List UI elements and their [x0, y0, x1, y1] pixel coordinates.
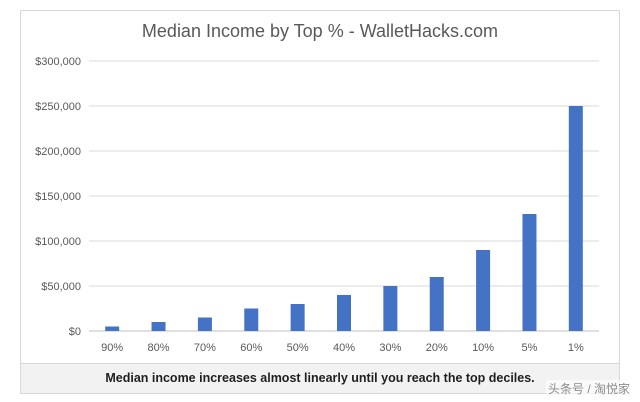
x-tick-label: 40% — [333, 342, 355, 354]
x-tick-label: 20% — [426, 342, 448, 354]
y-tick-label: $300,000 — [35, 56, 81, 68]
x-tick-label: 5% — [522, 342, 538, 354]
y-tick-label: $250,000 — [35, 101, 81, 113]
x-tick-label: 1% — [568, 342, 584, 354]
x-tick-label: 60% — [240, 342, 262, 354]
bar — [383, 286, 398, 331]
bar — [337, 295, 351, 331]
bar — [197, 317, 212, 331]
bar — [476, 250, 491, 331]
chart-title: Median Income by Top % - WalletHacks.com — [141, 21, 499, 41]
bar — [244, 308, 259, 331]
x-tick-label: 10% — [472, 342, 494, 354]
x-tick-label: 70% — [194, 342, 216, 354]
bar-chart: $0 $50,000 $100,000 $150,000 $200,000 $250,00… — [35, 56, 599, 354]
bar — [429, 277, 444, 331]
x-tick-label: 80% — [148, 342, 170, 354]
x-tick-label: 90% — [101, 342, 123, 354]
chart-caption: Median income increases almost linearly … — [105, 371, 535, 385]
y-tick-label: $0 — [69, 326, 81, 338]
bar — [568, 106, 583, 331]
x-tick-label: 50% — [287, 342, 309, 354]
y-tick-label: $150,000 — [35, 191, 81, 203]
caption-bar: Median income increases almost linearly … — [20, 364, 620, 394]
bar — [290, 304, 305, 331]
y-tick-label: $100,000 — [35, 236, 81, 248]
y-tick-label: $200,000 — [35, 146, 81, 158]
chart-card: Median Income by Top % - WalletHacks.com… — [20, 10, 620, 364]
bar — [522, 214, 537, 331]
watermark: 头条号 / 淘悦家 — [545, 380, 632, 397]
bar — [151, 322, 166, 331]
bar — [105, 326, 120, 331]
y-tick-label: $50,000 — [41, 281, 81, 293]
x-tick-label: 30% — [379, 342, 401, 354]
